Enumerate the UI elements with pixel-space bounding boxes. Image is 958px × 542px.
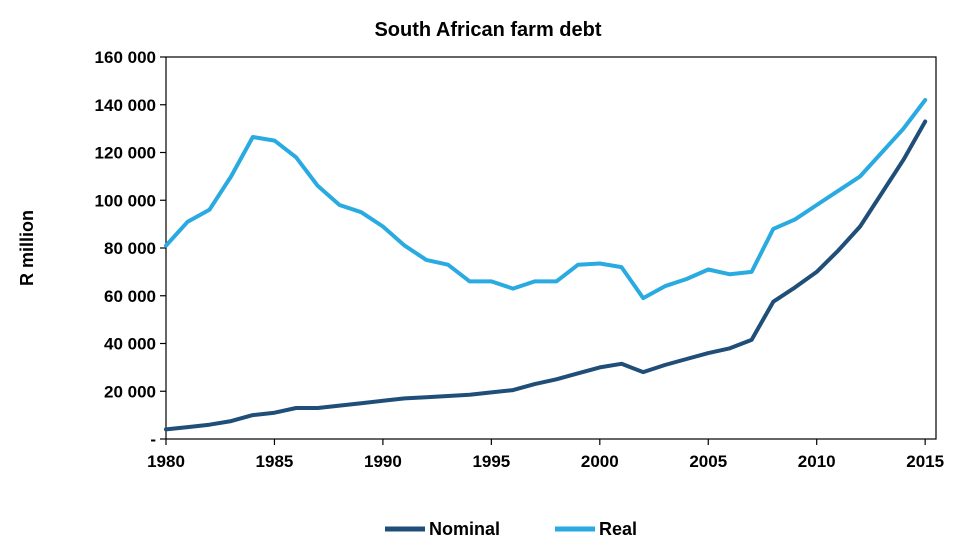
y-tick-label: 60 000: [104, 287, 156, 306]
y-tick-label: 100 000: [95, 191, 156, 210]
legend-label-nominal: Nominal: [429, 519, 500, 539]
legend: Nominal Real: [385, 519, 637, 539]
x-tick-label: 2015: [906, 452, 944, 471]
x-tick-label: 1995: [472, 452, 510, 471]
series-line-real: [164, 98, 928, 301]
y-tick-label: 160 000: [95, 48, 156, 67]
chart-title: South African farm debt: [374, 19, 601, 41]
y-tick-label: 40 000: [104, 335, 156, 354]
legend-label-real: Real: [599, 519, 637, 539]
x-axis: 1980 1985 1990 1995 2000 2005 2010 2015: [147, 439, 944, 471]
x-tick-label: 1990: [364, 452, 402, 471]
y-axis: - 20 000 40 000 60 000 80 000 100 000 120 000 1…: [95, 48, 166, 449]
series-lines: [164, 98, 928, 432]
series-line-nominal: [164, 119, 928, 432]
y-tick-label: 80 000: [104, 239, 156, 258]
y-tick-label: 140 000: [95, 96, 156, 115]
y-tick-label: -: [150, 430, 156, 449]
x-tick-label: 2000: [581, 452, 619, 471]
y-axis-label: R million: [17, 210, 37, 286]
x-tick-label: 2010: [798, 452, 836, 471]
x-tick-label: 1980: [147, 452, 185, 471]
y-tick-label: 120 000: [95, 144, 156, 163]
x-tick-label: 1985: [256, 452, 294, 471]
x-tick-label: 2005: [689, 452, 727, 471]
y-tick-label: 20 000: [104, 382, 156, 401]
